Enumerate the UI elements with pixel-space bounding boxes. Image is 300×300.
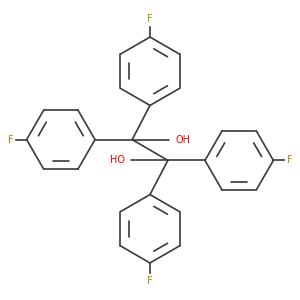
Text: HO: HO — [110, 155, 125, 165]
Text: OH: OH — [175, 135, 190, 145]
Text: F: F — [147, 14, 153, 23]
Text: F: F — [287, 155, 292, 165]
Text: F: F — [8, 135, 13, 145]
Text: F: F — [147, 277, 153, 286]
